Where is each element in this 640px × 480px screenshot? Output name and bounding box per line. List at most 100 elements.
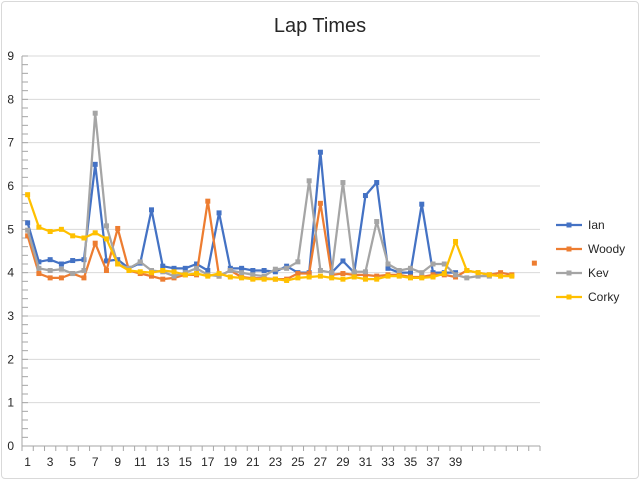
data-point-corky — [194, 271, 200, 277]
y-tick-label: 1 — [7, 396, 14, 410]
x-tick-label: 17 — [201, 455, 215, 469]
data-point-ian — [58, 261, 64, 267]
x-tick-label: 25 — [291, 455, 305, 469]
gridlines — [22, 55, 540, 404]
legend-marker-woody — [566, 246, 572, 252]
data-point-woody — [58, 275, 64, 281]
y-tick-label: 6 — [7, 179, 14, 193]
data-point-corky — [351, 274, 357, 280]
data-point-corky — [126, 268, 132, 273]
data-point-kev — [36, 265, 42, 271]
y-tick-label: 8 — [7, 92, 14, 106]
data-point-kev — [284, 265, 290, 271]
data-point-corky — [137, 269, 143, 275]
series-group — [25, 110, 537, 283]
y-tick-label: 7 — [7, 136, 14, 150]
data-point-corky — [362, 276, 368, 282]
data-point-kev — [81, 268, 87, 273]
data-point-corky — [453, 238, 459, 244]
data-point-kev — [171, 273, 177, 279]
data-point-corky — [486, 272, 492, 278]
data-point-ian — [216, 210, 222, 216]
x-tick-label: 37 — [426, 455, 440, 469]
legend-item-ian: Ian — [556, 218, 605, 232]
x-tick-label: 1 — [24, 455, 31, 469]
data-point-woody — [36, 271, 42, 277]
data-point-ian — [419, 201, 425, 207]
data-point-woody — [498, 270, 504, 276]
data-point-kev — [374, 219, 380, 225]
legend-marker-ian — [566, 222, 572, 228]
data-point-kev — [329, 270, 335, 276]
data-point-corky — [509, 273, 515, 279]
legend-marker-kev — [566, 270, 572, 276]
data-point-ian — [149, 207, 154, 213]
data-point-ian — [103, 258, 109, 264]
x-tick-label: 7 — [92, 455, 99, 469]
data-point-kev — [227, 268, 233, 273]
data-point-corky — [340, 276, 346, 282]
data-point-woody — [317, 200, 323, 206]
data-point-woody — [103, 268, 109, 273]
data-point-corky — [160, 268, 166, 273]
y-tick-label: 3 — [7, 309, 14, 323]
data-point-ian — [250, 268, 256, 273]
data-point-corky — [385, 273, 391, 279]
data-point-kev — [239, 270, 245, 276]
data-point-corky — [182, 272, 188, 278]
data-point-kev — [396, 268, 402, 273]
x-tick-label: 21 — [246, 455, 260, 469]
chart-title: Lap Times — [274, 15, 366, 37]
data-point-kev — [194, 265, 200, 271]
x-tick-label: 5 — [69, 455, 76, 469]
data-point-ian — [194, 261, 200, 267]
y-tick-label: 0 — [7, 439, 14, 453]
x-tick-label: 9 — [114, 455, 121, 469]
data-point-ian — [272, 269, 278, 275]
series-kev — [25, 110, 492, 281]
series-corky — [25, 192, 515, 283]
data-point-ian — [47, 257, 53, 263]
data-point-corky — [374, 276, 380, 282]
data-point-kev — [475, 273, 481, 279]
x-tick-label: 13 — [156, 455, 170, 469]
x-tick-label: 23 — [269, 455, 283, 469]
x-tick-label: 3 — [47, 455, 54, 469]
data-point-woody — [295, 271, 301, 277]
data-point-corky — [284, 277, 290, 283]
data-point-kev — [216, 273, 222, 279]
data-point-kev — [317, 268, 323, 273]
data-point-corky — [239, 275, 245, 281]
data-point-ian — [115, 257, 121, 263]
data-point-kev — [25, 227, 31, 233]
legend-label-ian: Ian — [588, 218, 605, 232]
data-point-kev — [385, 261, 391, 267]
data-point-corky — [92, 230, 98, 236]
data-point-woody — [149, 273, 154, 279]
data-point-kev — [441, 261, 447, 267]
data-point-woody — [205, 198, 211, 204]
x-tick-label: 35 — [404, 455, 418, 469]
legend-item-woody: Woody — [556, 242, 625, 256]
legend-label-woody: Woody — [588, 242, 625, 256]
data-point-corky — [317, 273, 323, 279]
data-point-corky — [115, 261, 121, 267]
data-point-ian — [36, 259, 42, 265]
data-point-kev — [137, 259, 143, 265]
data-point-kev — [464, 275, 470, 281]
data-point-woody — [362, 272, 368, 278]
data-point-corky — [396, 273, 402, 279]
x-tick-label: 15 — [179, 455, 193, 469]
data-point-woody — [25, 233, 31, 239]
data-point-corky — [441, 271, 447, 277]
data-point-ian — [374, 180, 380, 186]
data-point-kev — [92, 110, 98, 116]
legend-label-kev: Kev — [588, 266, 609, 280]
data-point-ian — [182, 265, 188, 271]
data-point-woody — [115, 225, 121, 231]
legend-label-corky: Corky — [588, 290, 619, 304]
x-tick-label: 33 — [381, 455, 395, 469]
data-point-woody — [92, 240, 98, 246]
data-point-kev — [362, 269, 368, 275]
